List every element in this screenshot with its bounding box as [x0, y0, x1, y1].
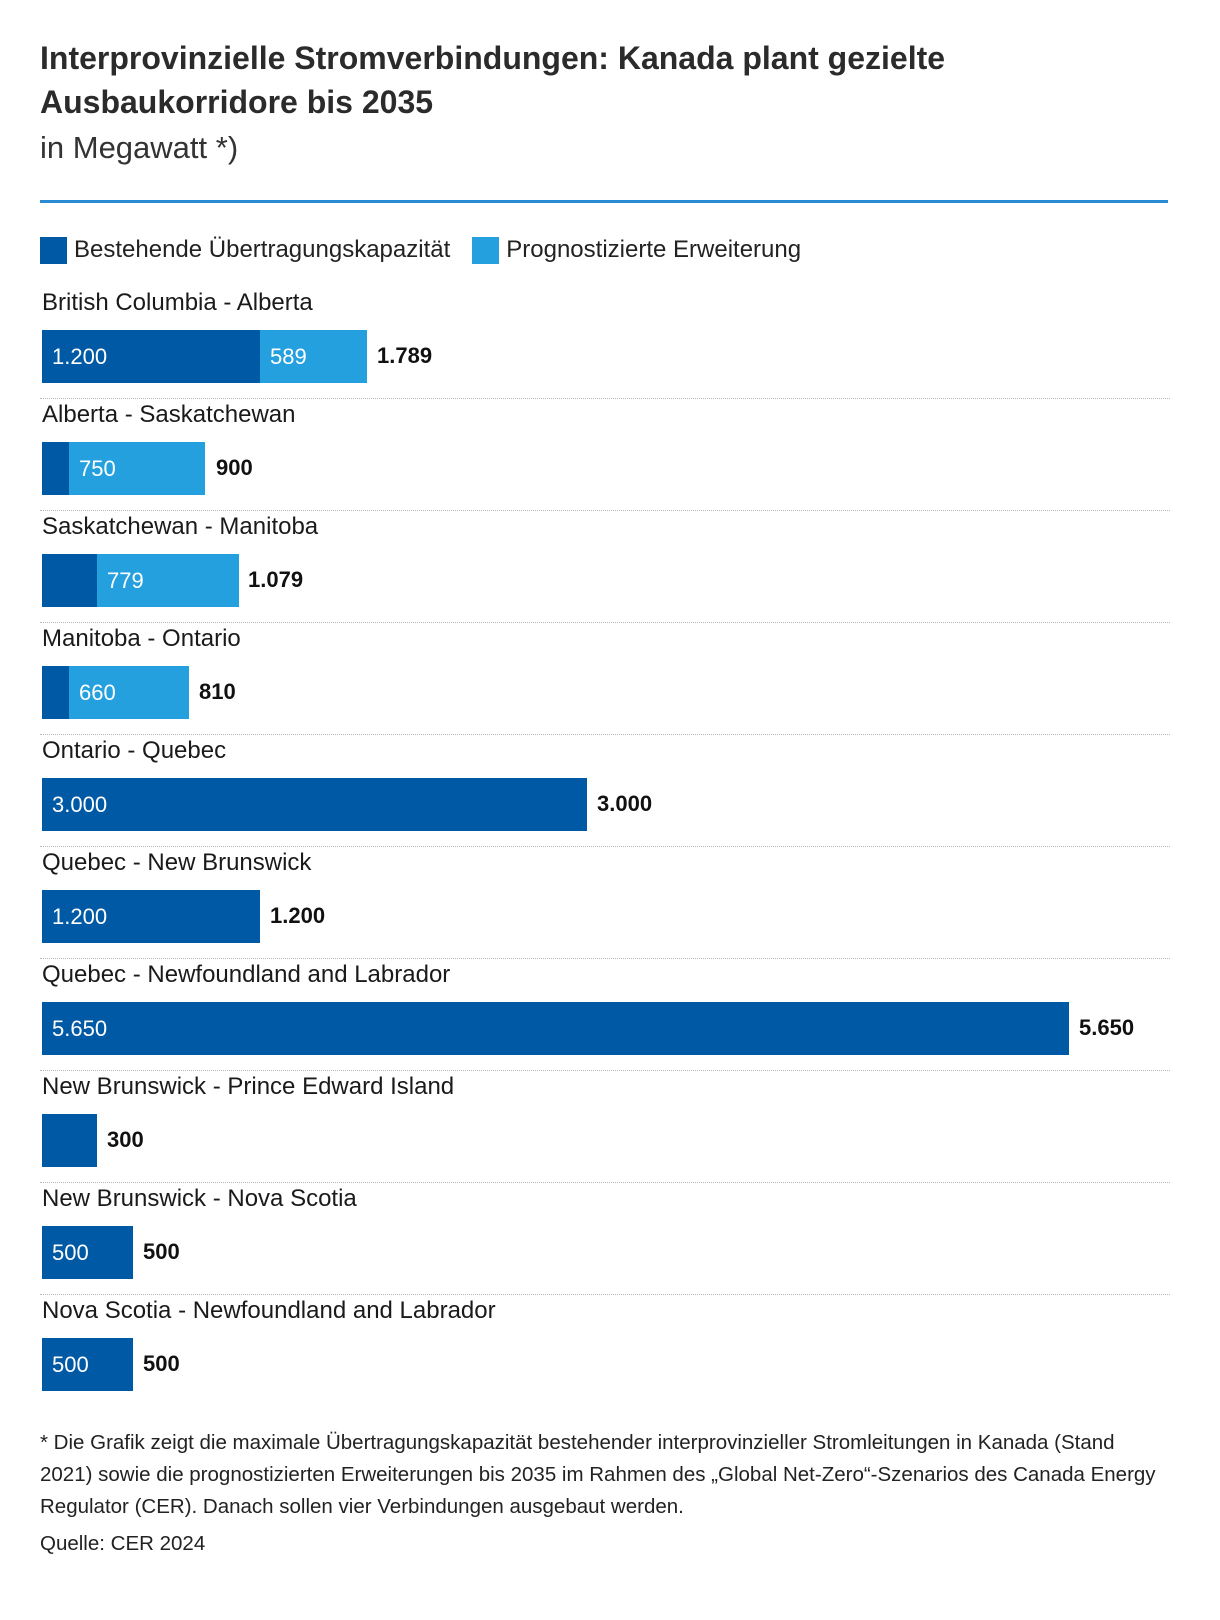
row-divider	[40, 958, 1170, 959]
bar-value-label: 750	[79, 456, 116, 481]
legend-swatch-existing	[40, 236, 67, 264]
bar-value-label: 589	[270, 344, 307, 369]
chart-row-quebec-newfoundland-and-labrador: Quebec - Newfoundland and Labrador 5.650 5…	[40, 959, 1170, 1071]
category-label: Ontario - Quebec	[42, 737, 227, 764]
bar-total-label: 810	[199, 679, 236, 704]
row-divider	[40, 510, 1170, 511]
bar-expansion: 779	[97, 554, 239, 607]
bar-total-label: 1.079	[248, 567, 304, 592]
bar-existing	[42, 1114, 97, 1167]
chart-row-british-columbia-alberta: British Columbia - Alberta 1.200 589 1.789	[40, 287, 1170, 399]
legend-label-expansion: Prognostizierte Erweiterung	[506, 236, 802, 263]
bar-value-label: 3.000	[52, 792, 108, 817]
bar-total-label: 500	[143, 1351, 180, 1376]
bar-stack: 3.000	[42, 778, 587, 831]
bar-total-label: 5.650	[1079, 1015, 1135, 1040]
bar-existing: 1.200	[42, 890, 260, 943]
bar-value-label: 660	[79, 680, 116, 705]
bar-stack: 750	[42, 442, 205, 495]
bar-value-label: 500	[52, 1352, 89, 1377]
bar-total-label: 500	[143, 1239, 180, 1264]
row-divider	[40, 1070, 1170, 1071]
bar-existing	[42, 666, 69, 719]
bar-total-label: 1.200	[270, 903, 326, 928]
legend-item-expansion: Prognostizierte Erweiterung	[472, 236, 801, 264]
legend: Bestehende Übertragungskapazität Prognos…	[40, 236, 823, 264]
chart-subtitle: in Megawatt *)	[40, 130, 239, 165]
chart-row-alberta-saskatchewan: Alberta - Saskatchewan 750 900	[40, 399, 1170, 511]
chart-row-quebec-new-brunswick: Quebec - New Brunswick 1.200 1.200	[40, 847, 1170, 959]
bar-existing: 1.200	[42, 330, 260, 383]
bar-existing: 3.000	[42, 778, 587, 831]
category-label: Quebec - Newfoundland and Labrador	[42, 961, 451, 988]
chart-row-ontario-quebec: Ontario - Quebec 3.000 3.000	[40, 735, 1170, 847]
legend-item-existing: Bestehende Übertragungskapazität	[40, 236, 450, 264]
bar-stack	[42, 1114, 97, 1167]
chart-title: Interprovinzielle Stromverbindungen: Kan…	[40, 40, 946, 120]
row-divider	[40, 1182, 1170, 1183]
bar-expansion: 589	[260, 330, 367, 383]
bar-chart: British Columbia - Alberta 1.200 589 1.789 A…	[40, 287, 1170, 1407]
chart-row-new-brunswick-prince-edward-island: New Brunswick - Prince Edward Island 300	[40, 1071, 1170, 1183]
bar-total-label: 300	[107, 1127, 144, 1152]
title-divider	[40, 200, 1168, 203]
bar-total-label: 900	[216, 455, 253, 480]
bar-stack: 1.200 589	[42, 330, 367, 383]
row-divider	[40, 622, 1170, 623]
chart-row-nova-scotia-newfoundland-and-labrador: Nova Scotia - Newfoundland and Labrador 5…	[40, 1295, 1170, 1407]
category-label: New Brunswick - Nova Scotia	[42, 1185, 357, 1212]
category-label: British Columbia - Alberta	[42, 289, 313, 316]
bar-stack: 5.650	[42, 1002, 1069, 1055]
bar-stack: 500	[42, 1226, 133, 1279]
row-divider	[40, 398, 1170, 399]
bar-value-label: 5.650	[52, 1016, 108, 1041]
category-label: Saskatchewan - Manitoba	[42, 513, 319, 540]
category-label: Manitoba - Ontario	[42, 625, 241, 652]
row-divider	[40, 846, 1170, 847]
category-label: Quebec - New Brunswick	[42, 849, 312, 876]
row-divider	[40, 1294, 1170, 1295]
bar-stack: 660	[42, 666, 189, 719]
bar-existing	[42, 554, 97, 607]
source-note: Quelle: CER 2024	[40, 1532, 206, 1555]
bar-stack: 500	[42, 1338, 133, 1391]
bar-value-label: 779	[107, 568, 144, 593]
bar-existing: 500	[42, 1226, 133, 1279]
bar-existing: 500	[42, 1338, 133, 1391]
bar-total-label: 1.789	[377, 343, 433, 368]
bar-expansion: 750	[69, 442, 205, 495]
chart-row-new-brunswick-nova-scotia: New Brunswick - Nova Scotia 500 500	[40, 1183, 1170, 1295]
bar-total-label: 3.000	[597, 791, 653, 816]
bar-stack: 1.200	[42, 890, 260, 943]
bar-value-label: 500	[52, 1240, 89, 1265]
row-divider	[40, 734, 1170, 735]
bar-value-label: 1.200	[52, 904, 108, 929]
bar-existing: 5.650	[42, 1002, 1069, 1055]
legend-label-existing: Bestehende Übertragungskapazität	[74, 236, 451, 263]
bar-expansion: 660	[69, 666, 189, 719]
category-label: Nova Scotia - Newfoundland and Labrador	[42, 1297, 496, 1324]
category-label: Alberta - Saskatchewan	[42, 401, 296, 428]
category-label: New Brunswick - Prince Edward Island	[42, 1073, 455, 1100]
bar-value-label: 1.200	[52, 344, 108, 369]
bar-existing	[42, 442, 69, 495]
legend-swatch-expansion	[472, 236, 500, 264]
bar-stack: 779	[42, 554, 239, 607]
chart-row-manitoba-ontario: Manitoba - Ontario 660 810	[40, 623, 1170, 735]
footnote: * Die Grafik zeigt die maximale Übertrag…	[40, 1431, 1156, 1518]
chart-row-saskatchewan-manitoba: Saskatchewan - Manitoba 779 1.079	[40, 511, 1170, 623]
